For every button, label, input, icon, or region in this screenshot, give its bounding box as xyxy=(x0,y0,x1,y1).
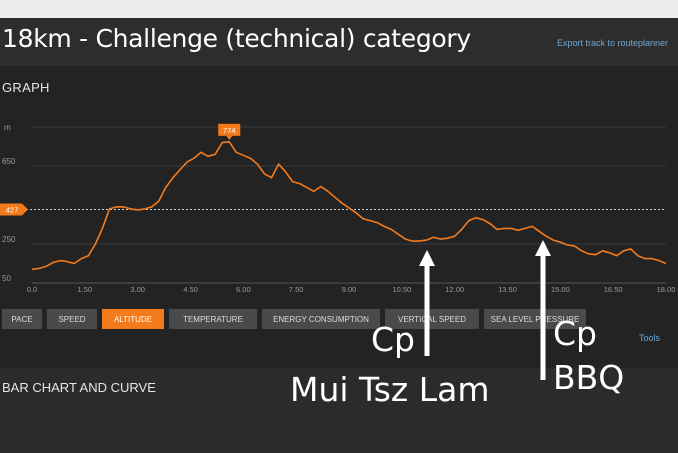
tab-vertical-speed[interactable]: VERTICAL SPEED xyxy=(385,309,479,329)
peak-badge xyxy=(218,123,241,136)
altitude-chart[interactable]: 50 250 650 m 0.0 1.50 3.00 4.50 6.00 7.50 9.00 10.5… xyxy=(0,66,678,306)
export-track-link[interactable]: Export track to routeplanner xyxy=(556,38,668,48)
tab-temperature[interactable]: TEMPERATURE xyxy=(169,309,257,329)
page-header: 18km - Challenge (technical) category Ex… xyxy=(0,18,678,66)
x-tick-label: 10.50 xyxy=(392,285,411,294)
y-tick-label: 50 xyxy=(2,274,11,283)
tab-energy-consumption[interactable]: ENERGY CONSUMPTION xyxy=(262,309,380,329)
x-tick-label: 4.50 xyxy=(183,285,198,294)
graph-panel: GRAPH 50 250 650 m 0.0 1.50 3.00 4.50 6.00 7.50 9.… xyxy=(0,66,678,368)
peak-label: 774 xyxy=(223,126,236,135)
x-tick-label: 1.50 xyxy=(78,285,93,294)
tab-speed[interactable]: SPEED xyxy=(47,309,97,329)
page-title: 18km - Challenge (technical) category xyxy=(2,24,471,53)
x-tick-label: 16.50 xyxy=(604,285,623,294)
peak-pointer xyxy=(226,135,233,140)
y-tick-label: 250 xyxy=(2,235,16,244)
current-value-label: 427 xyxy=(6,205,19,214)
current-value-badge xyxy=(0,203,28,216)
x-tick-label: 0.0 xyxy=(27,285,37,294)
x-tick-label: 3.00 xyxy=(130,285,145,294)
x-tick-label: 18.00 xyxy=(657,285,676,294)
bar-chart-heading: BAR CHART AND CURVE xyxy=(2,380,156,395)
altitude-series-line xyxy=(31,141,667,271)
tools-link[interactable]: Tools xyxy=(638,333,660,343)
x-tick-label: 6.00 xyxy=(236,285,251,294)
x-tick-label: 15.00 xyxy=(551,285,570,294)
y-tick-label: 650 xyxy=(2,157,16,166)
x-tick-label: 9.00 xyxy=(342,285,357,294)
bar-chart-panel: BAR CHART AND CURVE xyxy=(0,368,678,453)
x-tick-label: 7.50 xyxy=(289,285,304,294)
y-unit-label: m xyxy=(4,123,11,132)
tab-altitude[interactable]: ALTITUDE xyxy=(102,309,164,329)
x-tick-label: 13.50 xyxy=(498,285,517,294)
graph-heading: GRAPH xyxy=(2,80,50,95)
tab-sea-level-pressure[interactable]: SEA LEVEL PRESSURE xyxy=(484,309,586,329)
top-strip xyxy=(0,0,678,18)
x-tick-label: 12.00 xyxy=(445,285,464,294)
tab-pace[interactable]: PACE xyxy=(2,309,42,329)
